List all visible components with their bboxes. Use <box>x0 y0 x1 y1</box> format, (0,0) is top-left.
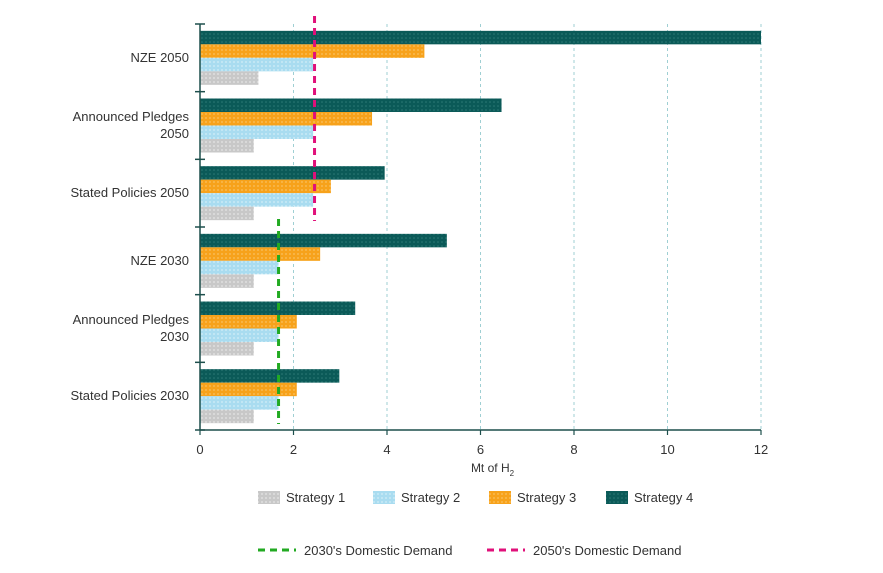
category-label-stated-policies-2050: Stated Policies 2050 <box>70 185 189 200</box>
x-tick-label-8: 8 <box>570 442 577 457</box>
bar-strategy-2-stated-policies-2050 <box>200 193 314 207</box>
bar-strategy-2-announced-pledges-2030 <box>200 328 279 342</box>
bar-strategy-4-announced-pledges-2050 <box>200 98 502 112</box>
x-axis-title: Mt of H2 <box>471 461 515 478</box>
bar-strategy-1-announced-pledges-2030 <box>200 342 254 356</box>
legend-label-strategy-3: Strategy 3 <box>517 490 576 505</box>
x-tick-label-0: 0 <box>196 442 203 457</box>
x-tick-label-6: 6 <box>477 442 484 457</box>
category-label-announced-pledges-2030-line-2: 2030 <box>160 329 189 344</box>
bar-strategy-4-nze-2030 <box>200 233 447 248</box>
bar-strategy-3-stated-policies-2050 <box>200 179 331 194</box>
bar-strategy-1-stated-policies-2050 <box>200 206 254 221</box>
x-tick-label-4: 4 <box>383 442 390 457</box>
category-labels: NZE 2050 Announced Pledges 2050 Stated Poli… <box>70 50 189 403</box>
grid-lines <box>293 24 762 430</box>
bar-strategy-2-announced-pledges-2050 <box>200 125 314 139</box>
category-label-announced-pledges-2050-line-2: 2050 <box>160 126 189 141</box>
x-tick-label-12: 12 <box>754 442 768 457</box>
legend-swatch-strategy-4 <box>606 491 628 504</box>
legend-swatch-strategy-1 <box>258 491 280 504</box>
bar-strategy-1-announced-pledges-2050 <box>200 139 254 153</box>
legend-label-strategy-4: Strategy 4 <box>634 490 693 505</box>
bar-strategy-2-nze-2050 <box>200 57 314 72</box>
x-tick-label-2: 2 <box>290 442 297 457</box>
bar-strategy-3-stated-policies-2030 <box>200 382 297 397</box>
bar-strategy-3-nze-2030 <box>200 247 321 261</box>
x-axis-title-main: Mt of H <box>471 461 510 475</box>
bar-strategy-1-nze-2050 <box>200 71 259 85</box>
bar-strategy-4-stated-policies-2030 <box>200 369 340 383</box>
legend-swatch-strategy-3 <box>489 491 511 504</box>
bar-strategy-2-stated-policies-2030 <box>200 396 279 410</box>
category-label-stated-policies-2030: Stated Policies 2030 <box>70 388 189 403</box>
reference-lines <box>277 16 317 424</box>
bar-strategy-4-nze-2050 <box>200 30 761 45</box>
bar-strategy-3-nze-2050 <box>200 44 425 58</box>
x-tick-label-10: 10 <box>660 442 674 457</box>
x-axis-title-subscript: 2 <box>510 469 515 478</box>
legend-label-strategy-2: Strategy 2 <box>401 490 460 505</box>
bar-strategy-2-nze-2030 <box>200 260 279 275</box>
category-label-announced-pledges-2050-line-1: Announced Pledges <box>73 109 190 124</box>
bar-strategy-3-announced-pledges-2050 <box>200 112 373 126</box>
bar-strategy-1-nze-2030 <box>200 274 254 288</box>
bars <box>200 30 761 424</box>
legend: Strategy 1 Strategy 2 Strategy 3 Strategy 4… <box>258 490 693 558</box>
category-label-announced-pledges-2030-line-1: Announced Pledges <box>73 312 190 327</box>
category-label-nze-2030: NZE 2030 <box>130 253 189 268</box>
bar-strategy-3-announced-pledges-2030 <box>200 315 297 329</box>
legend-label-2030-s-domestic-demand: 2030's Domestic Demand <box>304 543 452 558</box>
bar-strategy-1-stated-policies-2030 <box>200 409 254 424</box>
category-label-nze-2050: NZE 2050 <box>130 50 189 65</box>
legend-swatch-strategy-2 <box>373 491 395 504</box>
bar-strategy-4-stated-policies-2050 <box>200 166 385 180</box>
legend-label-strategy-1: Strategy 1 <box>286 490 345 505</box>
legend-label-2050-s-domestic-demand: 2050's Domestic Demand <box>533 543 681 558</box>
